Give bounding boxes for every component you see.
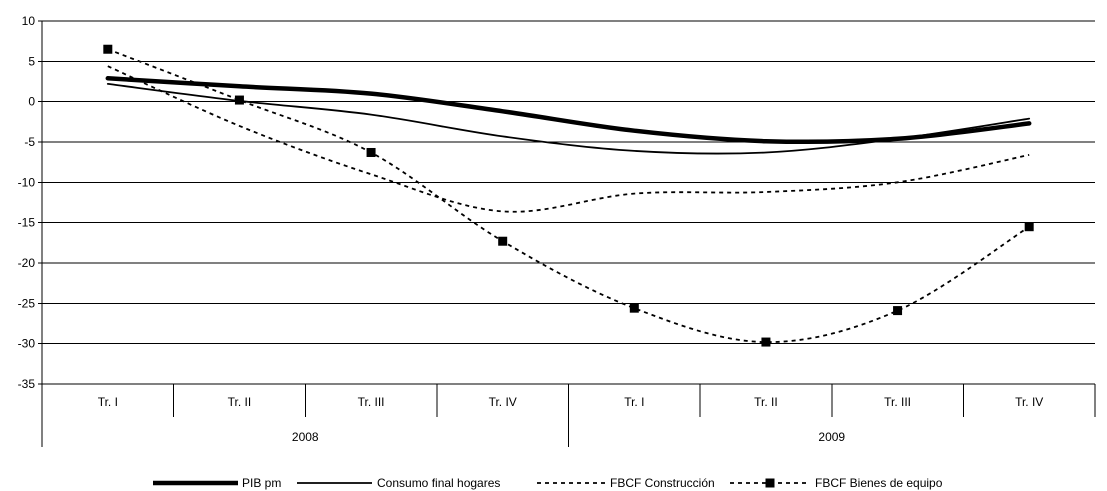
x-tick-label: Tr. II — [228, 395, 252, 409]
group-label: 2008 — [292, 430, 319, 444]
y-tick-label: 10 — [22, 14, 36, 28]
series-line-2 — [106, 83, 1031, 155]
series-line-1 — [105, 76, 1032, 145]
y-tick-label: -15 — [18, 216, 36, 230]
x-tick-label: Tr. III — [884, 395, 911, 409]
y-tick-label: -20 — [18, 256, 36, 270]
legend-label-4: FBCF Bienes de equipo — [815, 476, 943, 490]
x-tick-label: Tr. IV — [489, 395, 517, 409]
legend-marker — [765, 478, 775, 488]
group-label: 2009 — [818, 430, 845, 444]
data-point-marker — [103, 44, 113, 54]
x-tick-label: Tr. II — [754, 395, 778, 409]
y-axis: 10 5 0 -5 -10 -15 -20 -25 -30 -35 — [18, 14, 43, 447]
y-tick-label: -5 — [24, 135, 35, 149]
legend-label-3: FBCF Construcción — [610, 476, 715, 490]
x-axis: Tr. I Tr. II Tr. III Tr. IV Tr. I Tr. II Tr. I… — [98, 384, 1096, 447]
x-tick-label: Tr. IV — [1015, 395, 1043, 409]
legend-label-1: PIB pm — [242, 476, 281, 490]
data-point-marker — [234, 95, 244, 105]
legend: PIB pm Consumo final hogares FBCF Construc… — [153, 476, 943, 490]
y-tick-label: -35 — [18, 377, 36, 391]
data-point-marker — [893, 306, 903, 316]
series-line-3 — [107, 65, 1030, 213]
y-tick-label: -30 — [18, 337, 36, 351]
y-tick-label: -10 — [18, 175, 36, 189]
data-point-marker — [498, 236, 508, 246]
data-point-marker — [1024, 222, 1034, 232]
y-tick-label: 5 — [28, 54, 35, 68]
grid-lines — [42, 20, 1095, 385]
x-tick-label: Tr. I — [624, 395, 644, 409]
y-tick-label: 0 — [28, 95, 35, 109]
data-point-marker — [761, 337, 771, 347]
data-point-marker — [366, 147, 376, 157]
legend-label-2: Consumo final hogares — [377, 476, 500, 490]
x-tick-label: Tr. I — [98, 395, 118, 409]
data-point-marker — [629, 303, 639, 313]
series-lines — [103, 44, 1034, 347]
y-tick-label: -25 — [18, 296, 36, 310]
x-tick-label: Tr. III — [358, 395, 385, 409]
series-line-4 — [107, 48, 1030, 344]
